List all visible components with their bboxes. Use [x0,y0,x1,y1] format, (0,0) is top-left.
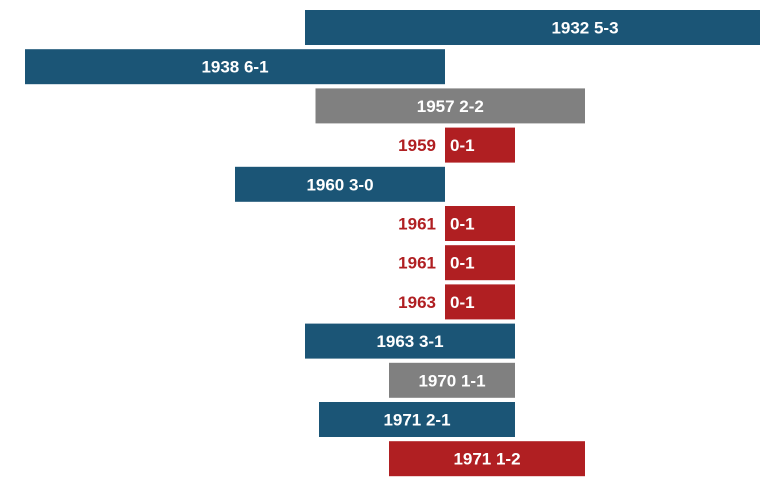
bar-1961-0-1 [445,245,515,281]
bar-score-label: 0-1 [450,215,475,234]
bar-1970-1-1 [389,362,515,398]
bar-label: 1938 6-1 [201,58,268,77]
bar-year-label: 1961 [398,215,436,234]
bar-1959-0-1 [445,127,515,163]
bar-1932-5-3 [305,10,760,45]
bar-score-label: 0-1 [450,254,475,273]
bar-1957-2-2 [315,88,585,124]
bar-1971-1-2 [389,441,585,477]
bar-score-label: 0-1 [450,136,475,155]
bar-label: 1971 1-2 [453,450,520,469]
bar-label: 1957 2-2 [417,97,484,116]
bar-1960-3-0 [235,166,445,202]
bar-1971-2-1 [319,402,515,437]
bar-year-label: 1959 [398,136,436,155]
bar-1963-3-1 [305,323,515,359]
bar-1961-0-1 [445,206,515,241]
bar-year-label: 1961 [398,254,436,273]
bar-1938-6-1 [25,49,445,85]
bar-label: 1963 3-1 [376,332,443,351]
bar-1963-0-1 [445,284,515,320]
bar-score-label: 0-1 [450,293,475,312]
bar-label: 1970 1-1 [418,371,485,390]
bar-label: 1960 3-0 [306,175,373,194]
bar-label: 1971 2-1 [383,411,450,430]
bar-year-label: 1963 [398,293,436,312]
bar-label: 1932 5-3 [551,19,618,38]
